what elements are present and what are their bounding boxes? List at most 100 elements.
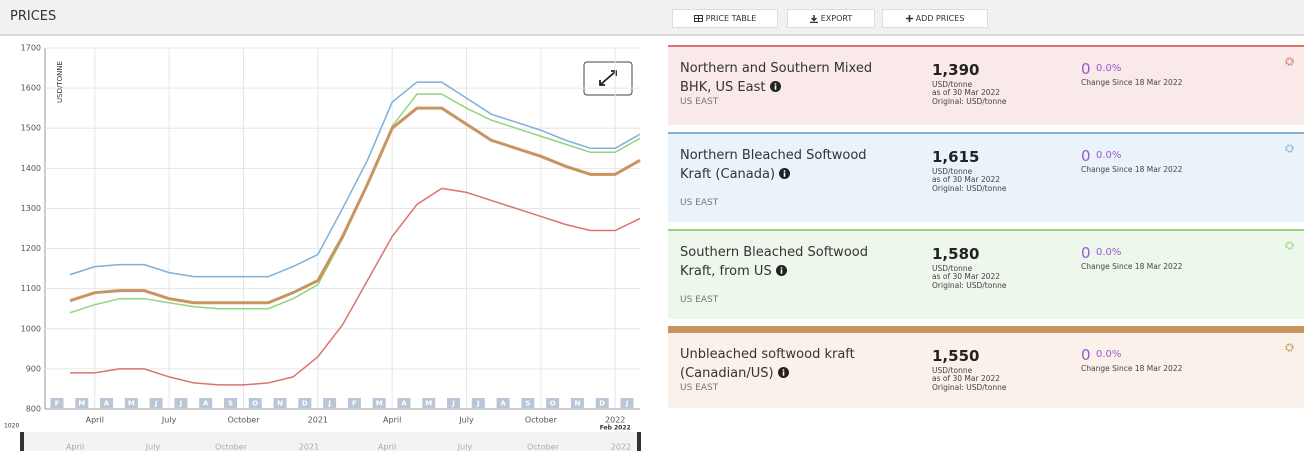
- y-tick-label: 1000: [21, 324, 41, 333]
- month-label: A: [500, 400, 506, 408]
- price-card[interactable]: Southern Bleached Softwood Kraft, from U…: [668, 229, 1304, 319]
- month-box: [223, 398, 237, 408]
- month-label: F: [55, 400, 60, 408]
- info-icon[interactable]: [777, 367, 789, 378]
- x-tick-label: 2022: [605, 416, 625, 425]
- month-label: N: [575, 400, 581, 408]
- navigator-handle: [20, 432, 24, 451]
- month-box: [347, 398, 361, 408]
- price-table-button[interactable]: PRICE TABLE: [672, 9, 778, 28]
- month-label: M: [128, 400, 135, 408]
- price-card[interactable]: Northern Bleached Softwood Kraft (Canada…: [668, 132, 1304, 222]
- month-label: M: [376, 400, 383, 408]
- x-tick-label: July: [458, 416, 474, 425]
- card-change: 0: [1081, 147, 1091, 165]
- card-original: Original: USD/tonne: [932, 281, 1007, 290]
- month-box: [50, 398, 64, 408]
- card-price: 1,580: [932, 245, 980, 263]
- card-as-of: as of 30 Mar 2022: [932, 88, 1001, 97]
- card-original: Original: USD/tonne: [932, 383, 1007, 392]
- month-box: [248, 398, 262, 408]
- card-region: US EAST: [680, 383, 719, 393]
- card-change-since: Change Since 18 Mar 2022: [1081, 78, 1183, 87]
- month-box: [124, 398, 138, 408]
- card-change-since: Change Since 18 Mar 2022: [1081, 262, 1183, 271]
- add-prices-button[interactable]: ADD PRICES: [882, 9, 988, 28]
- x-tick-label: April: [383, 416, 401, 425]
- y-tick-label: 1200: [21, 244, 41, 253]
- navigator-start-label: 1020: [4, 423, 19, 430]
- settings-icon[interactable]: [1285, 343, 1294, 352]
- navigator-label: 2021: [299, 443, 319, 451]
- card-price: 1,615: [932, 148, 980, 166]
- x-sublabel: Feb 2022: [600, 425, 631, 432]
- card-change-percent: 0.0%: [1096, 150, 1122, 161]
- y-tick-label: 1100: [21, 284, 41, 293]
- button-label: PRICE TABLE: [705, 14, 757, 23]
- card-region: US EAST: [680, 198, 719, 208]
- month-label: A: [401, 400, 407, 408]
- card-change-since: Change Since 18 Mar 2022: [1081, 364, 1183, 373]
- month-box: [397, 398, 411, 408]
- card-original: Original: USD/tonne: [932, 97, 1007, 106]
- card-unit: USD/tonne: [932, 366, 973, 375]
- x-tick-label: October: [525, 416, 558, 425]
- month-box: [174, 398, 188, 408]
- y-tick-label: 1700: [21, 44, 41, 53]
- export-button[interactable]: EXPORT: [787, 9, 875, 28]
- card-name-text: Southern Bleached Softwood Kraft, from U…: [680, 245, 868, 279]
- card-name: Unbleached softwood kraft (Canadian/US): [680, 345, 895, 383]
- month-label: J: [154, 400, 158, 408]
- month-label: O: [550, 400, 556, 408]
- month-box: [595, 398, 609, 408]
- info-icon[interactable]: [775, 265, 787, 276]
- table-icon: [693, 15, 703, 22]
- navigator-label: April: [66, 443, 84, 451]
- month-box: [75, 398, 89, 408]
- settings-icon[interactable]: [1285, 144, 1294, 153]
- plus-icon: [905, 15, 913, 22]
- navigator-label: October: [215, 443, 248, 451]
- info-icon[interactable]: [779, 168, 791, 179]
- month-label: F: [352, 400, 357, 408]
- month-box: [546, 398, 560, 408]
- month-box: [100, 398, 114, 408]
- price-cards: Northern and Southern Mixed BHK, US East…: [668, 45, 1304, 415]
- navigator-handle: [637, 432, 641, 451]
- card-name: Northern and Southern Mixed BHK, US East: [680, 59, 895, 97]
- month-label: O: [252, 400, 258, 408]
- navigator-label: October: [527, 443, 560, 451]
- info-icon[interactable]: [769, 81, 781, 92]
- series-line: [69, 106, 641, 305]
- month-box: [323, 398, 337, 408]
- y-tick-label: 800: [26, 405, 41, 414]
- navigator-track: [22, 432, 639, 451]
- month-box: [273, 398, 287, 408]
- card-as-of: as of 30 Mar 2022: [932, 175, 1001, 184]
- month-label: S: [228, 400, 233, 408]
- expand-icon: [599, 70, 617, 86]
- price-card[interactable]: Northern and Southern Mixed BHK, US East…: [668, 45, 1304, 125]
- card-unit: USD/tonne: [932, 167, 973, 176]
- month-box: [149, 398, 163, 408]
- month-box: [298, 398, 312, 408]
- card-change-since: Change Since 18 Mar 2022: [1081, 165, 1183, 174]
- month-label: A: [104, 400, 110, 408]
- price-card[interactable]: Unbleached softwood kraft (Canadian/US) …: [668, 326, 1304, 408]
- x-tick-label: October: [227, 416, 260, 425]
- settings-icon[interactable]: [1285, 241, 1294, 250]
- y-tick-label: 1500: [21, 124, 41, 133]
- navigator-label: July: [145, 443, 161, 451]
- card-change: 0: [1081, 60, 1091, 78]
- card-name-text: Northern and Southern Mixed BHK, US East: [680, 61, 873, 95]
- card-unit: USD/tonne: [932, 264, 973, 273]
- month-label: A: [203, 400, 209, 408]
- card-price: 1,390: [932, 61, 980, 79]
- card-original: Original: USD/tonne: [932, 184, 1007, 193]
- month-label: D: [599, 400, 605, 408]
- month-box: [496, 398, 510, 408]
- card-change-percent: 0.0%: [1096, 247, 1122, 258]
- settings-icon[interactable]: [1285, 57, 1294, 66]
- card-name: Northern Bleached Softwood Kraft (Canada…: [680, 146, 895, 184]
